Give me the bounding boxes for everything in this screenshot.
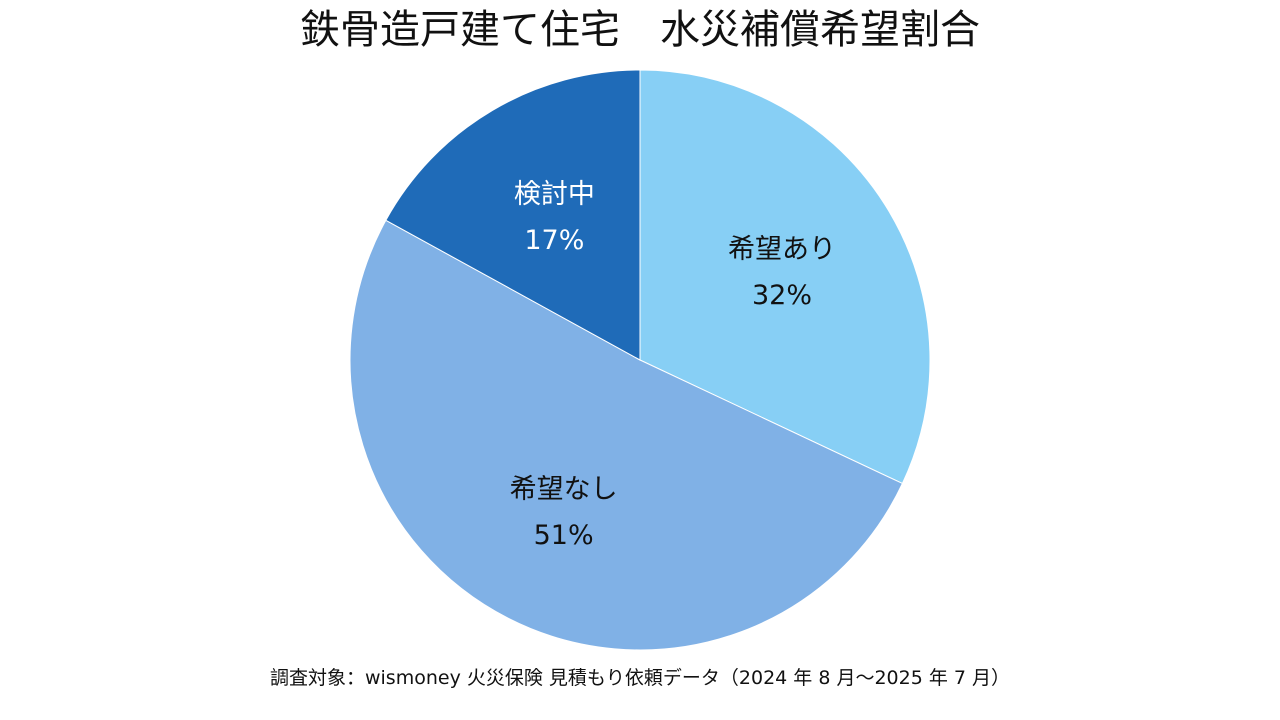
chart-title: 鉄骨造戸建て住宅 水災補償希望割合 (300, 7, 980, 53)
slice-category-label-2: 希望なし (510, 474, 618, 505)
pie-slice-3 (385, 69, 641, 361)
pie-slice-2 (349, 219, 904, 651)
slice-value-label-3: 17% (524, 225, 584, 256)
slice-value-label-2: 51% (534, 520, 594, 551)
slice-category-label-1: 希望あり (728, 234, 836, 265)
pie-slice-1 (639, 69, 931, 485)
slice-value-label-1: 32% (752, 280, 812, 311)
chart-footnote: 調査対象：wismoney 火災保険 見積もり依頼データ（2024 年 8 月～… (269, 667, 1011, 689)
slice-category-label-3: 検討中 (514, 179, 595, 210)
